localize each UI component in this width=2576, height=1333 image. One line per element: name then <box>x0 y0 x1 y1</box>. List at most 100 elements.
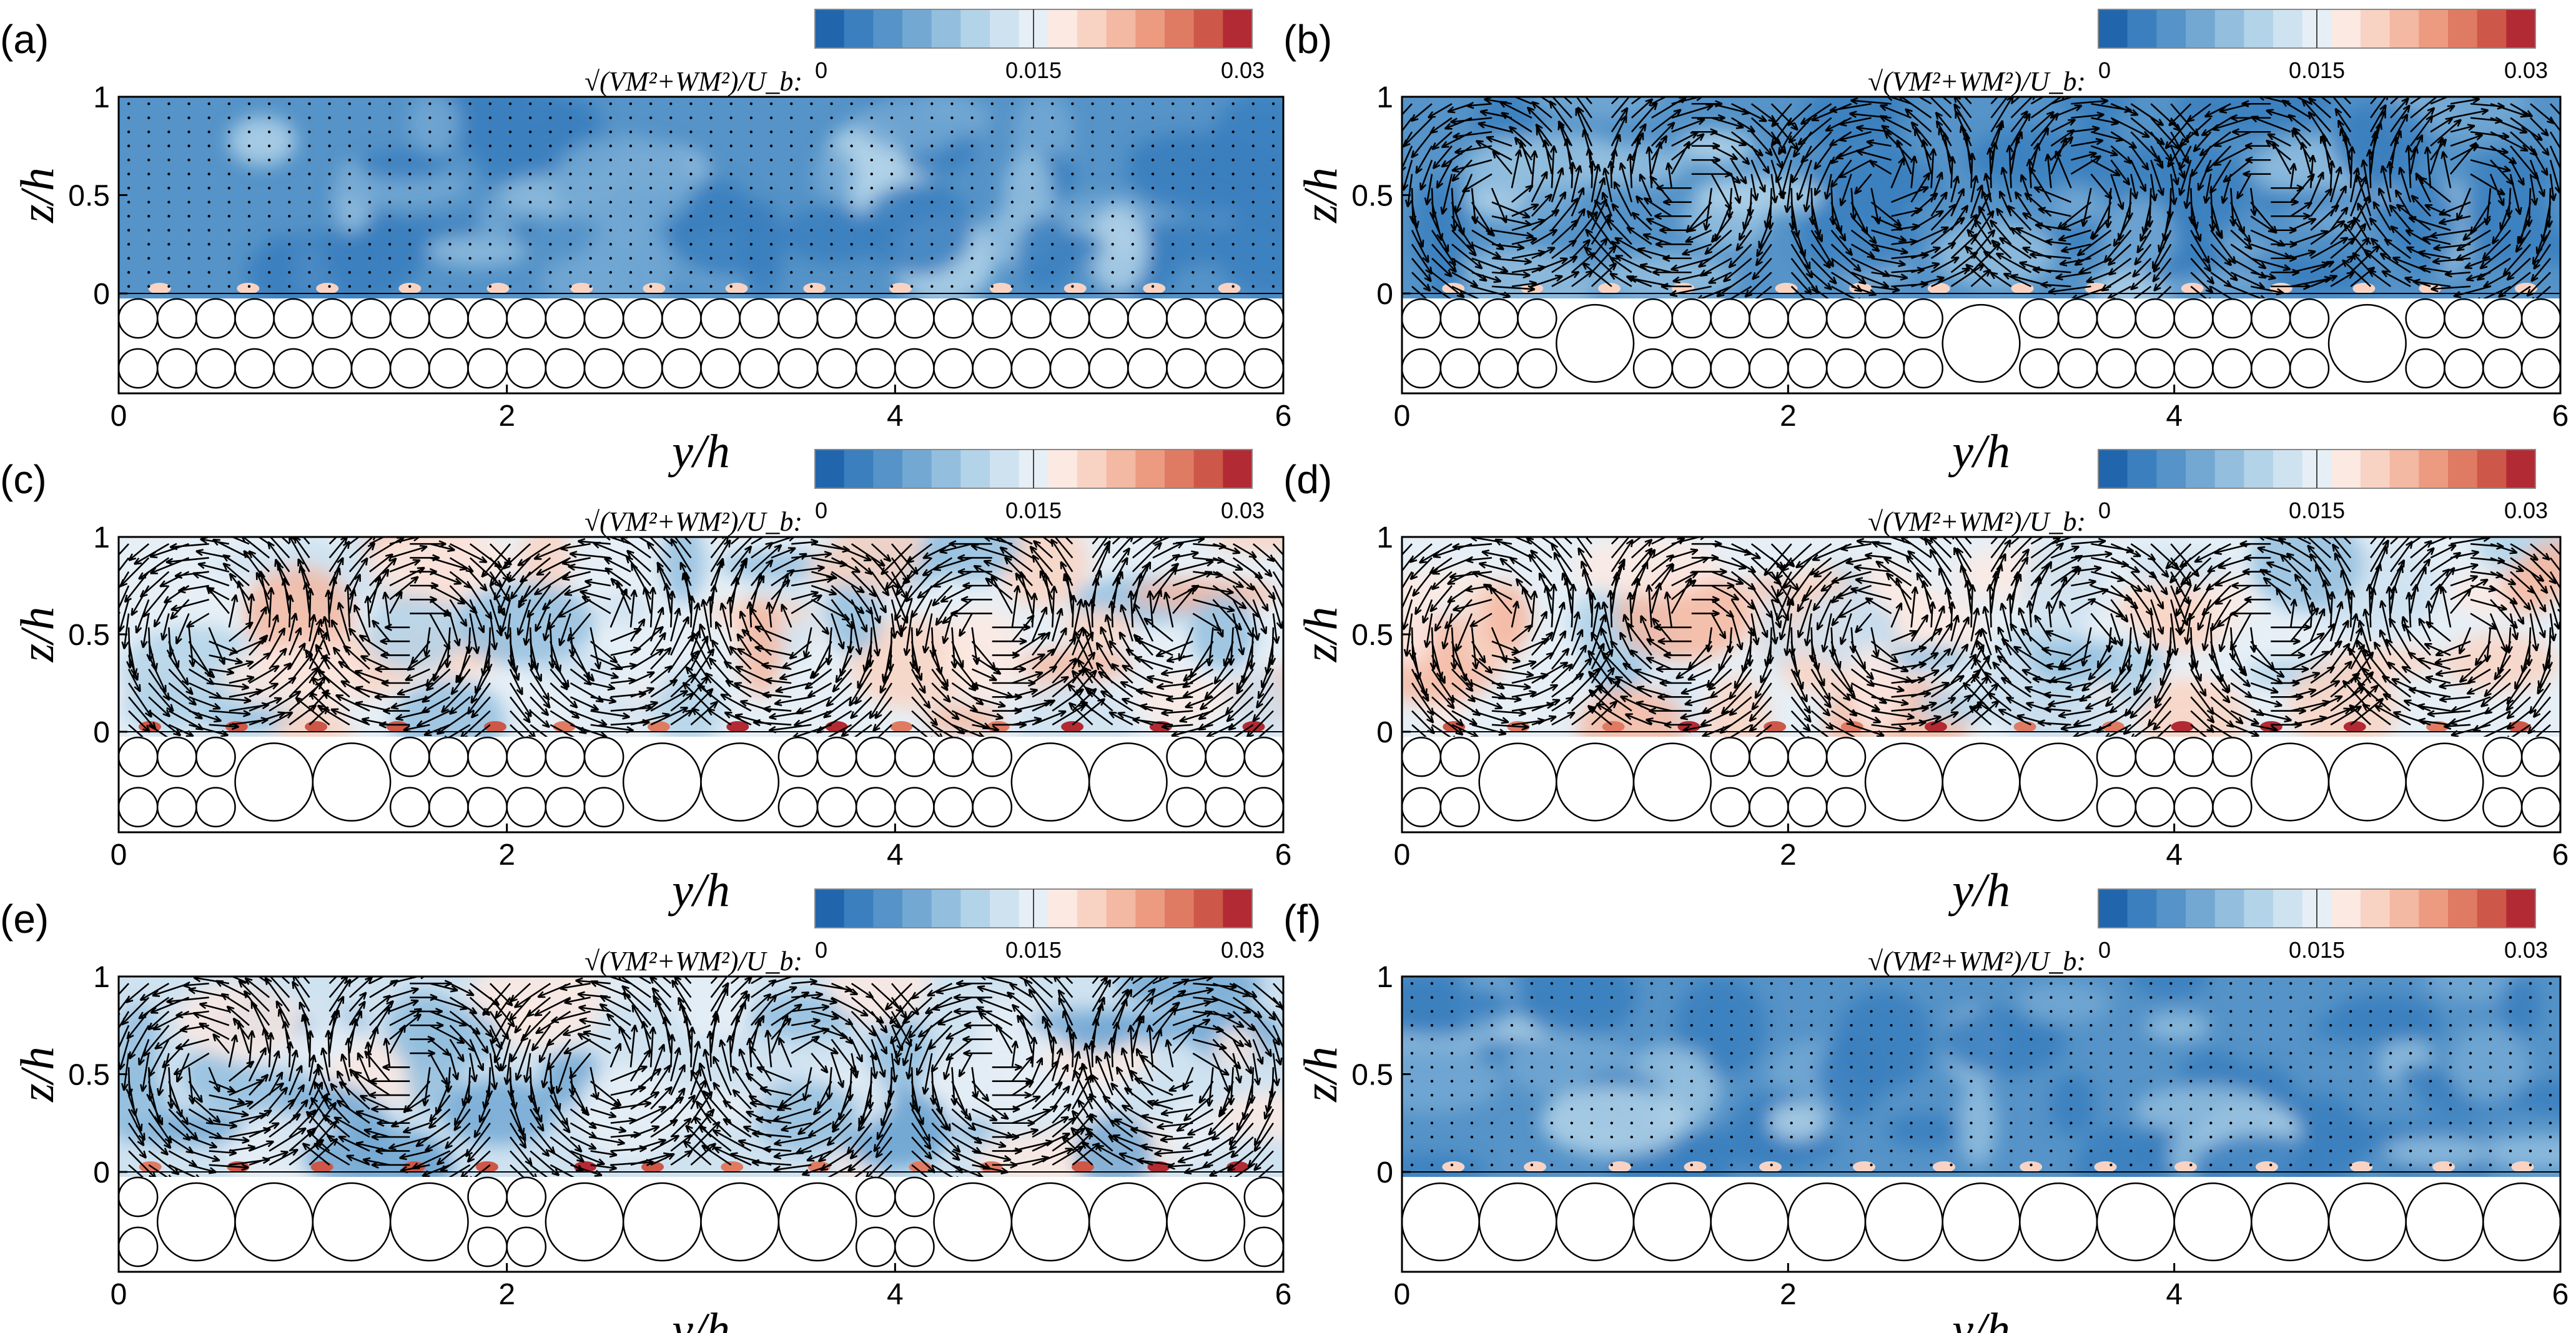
vector-arrowhead <box>646 541 654 546</box>
vector-arrowhead <box>1791 175 1794 183</box>
vector-dot <box>147 116 151 119</box>
vector-arrowhead <box>2382 270 2390 273</box>
vector-arrowhead <box>449 711 457 715</box>
contour-blob <box>597 593 650 626</box>
vector-arrowhead <box>2405 145 2409 153</box>
vector-arrowhead <box>2483 285 2492 288</box>
vector-arrow <box>1871 285 1900 292</box>
vector-arrowhead <box>1619 134 1622 142</box>
colorbar-swatch <box>960 9 990 48</box>
vector-dot <box>1151 200 1155 204</box>
vector-arrow <box>2450 144 2479 161</box>
vector-arrow <box>1989 219 2012 245</box>
roughness-sphere-small <box>545 298 586 339</box>
vector-arrowhead <box>1849 112 1857 118</box>
vector-dot <box>629 172 633 175</box>
vector-arrow <box>1990 97 1999 105</box>
vector-arrowhead <box>436 727 442 735</box>
vector-arrowhead <box>1667 121 1675 126</box>
vector-arrowhead <box>392 558 397 566</box>
vector-arrow <box>2419 176 2451 203</box>
vector-arrow <box>2061 215 2091 230</box>
vector-arrow <box>1930 217 1965 245</box>
vector-arrowhead <box>1444 122 1451 130</box>
vector-dot <box>749 130 753 134</box>
vector-dot <box>207 200 210 204</box>
vector-arrowhead <box>1567 75 1574 78</box>
vector-arrowhead <box>1856 124 1864 129</box>
vector-arrowhead <box>2245 156 2253 161</box>
vector-arrow <box>243 550 270 586</box>
vector-arrowhead <box>1752 275 1760 280</box>
vector-arrowhead <box>367 595 372 603</box>
vector-dot <box>227 271 231 274</box>
vector-arrowhead <box>1594 200 1597 208</box>
vector-arrow <box>1491 271 1531 277</box>
vector-arrow <box>2455 243 2491 261</box>
vector-arrowhead <box>388 557 397 562</box>
vector-arrowhead <box>691 707 699 712</box>
vector-arrowhead <box>1564 192 1567 200</box>
x-tick-label: 4 <box>887 400 904 433</box>
roughness-sphere-small <box>2251 298 2291 339</box>
vector-dot <box>408 229 412 232</box>
vector-dot <box>167 144 170 147</box>
vector-arrow <box>2197 159 2212 191</box>
vector-arrowhead <box>1420 184 1427 191</box>
vector-arrowhead <box>2533 264 2541 270</box>
vector-arrowhead <box>2485 218 2491 226</box>
vector-arrowhead <box>1602 192 1609 199</box>
vector-arrowhead <box>142 612 151 618</box>
vector-dot <box>990 285 994 288</box>
vector-arrowhead <box>511 666 517 674</box>
vector-arrowhead <box>1426 198 1432 205</box>
vector-dot <box>629 243 633 246</box>
vector-arrowhead <box>1933 263 1940 269</box>
vector-arrowhead <box>682 690 689 697</box>
vector-dot <box>1010 200 1014 204</box>
vector-arrow <box>1730 159 1747 184</box>
vector-arrow <box>1900 97 1932 119</box>
vector-arrow <box>1402 131 1413 150</box>
vector-dot <box>990 172 994 175</box>
vector-arrowhead <box>1959 125 1962 134</box>
vector-arrow <box>2390 104 2411 133</box>
vector-arrowhead <box>2096 111 2105 116</box>
vector-dot <box>549 285 552 288</box>
vector-arrowhead <box>1541 170 1548 177</box>
vector-dot <box>709 130 713 134</box>
vector-dot <box>1151 243 1155 246</box>
vector-dot <box>1271 187 1275 190</box>
vector-arrow <box>590 724 634 732</box>
vector-arrowhead <box>2429 86 2437 87</box>
vector-arrowhead <box>1838 139 1847 142</box>
vector-dot <box>388 116 392 119</box>
vector-arrow <box>2470 130 2509 138</box>
vector-dot <box>769 243 773 246</box>
vector-dot <box>1131 144 1135 147</box>
vector-arrow <box>295 697 330 726</box>
vector-arrowhead <box>2517 180 2525 186</box>
vector-arrowhead <box>1532 204 1539 211</box>
vector-arrowhead <box>518 563 526 567</box>
vector-dot <box>1091 144 1094 147</box>
vector-arrow <box>1711 131 1747 146</box>
vector-arrowhead <box>1416 220 1419 229</box>
wall-hotspot <box>1775 283 1798 294</box>
vector-arrowhead <box>1973 219 1977 227</box>
vector-arrowhead <box>235 661 243 665</box>
vector-arrowhead <box>317 669 325 674</box>
vector-arrow <box>730 558 748 586</box>
vector-dot <box>1071 102 1074 106</box>
vector-arrow <box>2510 131 2538 157</box>
vector-arrow <box>674 537 692 559</box>
vector-arrowhead <box>2282 90 2287 96</box>
vector-dot <box>669 130 673 134</box>
vector-arrow <box>2464 257 2491 269</box>
vector-dot <box>1151 159 1155 162</box>
vector-arrow <box>2485 188 2492 225</box>
vector-arrowhead <box>165 558 174 563</box>
vector-arrow <box>189 724 229 736</box>
vector-arrowhead <box>1747 209 1751 217</box>
vector-dot <box>308 285 311 288</box>
